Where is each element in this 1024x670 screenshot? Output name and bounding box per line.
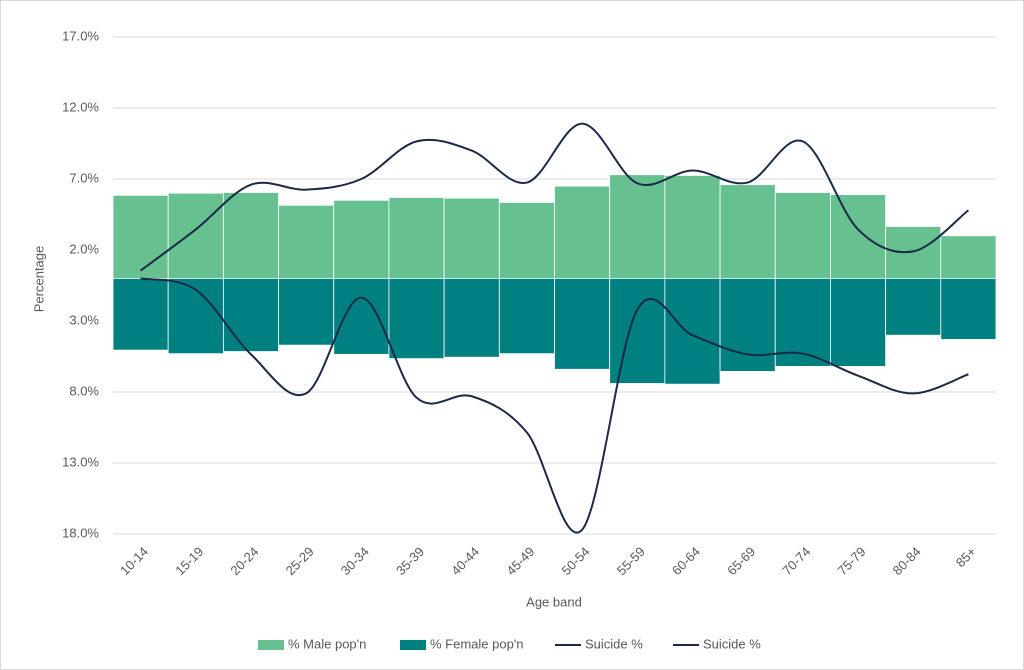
legend-label: % Female pop'n — [430, 636, 524, 651]
bar — [167, 192, 224, 279]
bar — [443, 277, 500, 358]
line — [140, 277, 969, 534]
legend-label: % Male pop'n — [288, 636, 366, 651]
bar — [664, 175, 721, 279]
bar — [112, 277, 169, 351]
bar — [554, 185, 611, 279]
bar — [388, 197, 445, 279]
bar — [443, 197, 500, 279]
y-tick-label: 12.0% — [62, 99, 99, 114]
y-tick-label: 2.0% — [69, 241, 99, 256]
bar — [830, 277, 887, 367]
bar — [719, 184, 776, 279]
bar — [609, 174, 666, 279]
legend-swatch — [400, 640, 426, 650]
y-tick-label: 8.0% — [69, 383, 99, 398]
bar — [278, 277, 335, 346]
line — [139, 122, 970, 272]
bar — [222, 192, 279, 279]
y-tick-label: 18.0% — [62, 525, 99, 540]
bar — [830, 194, 887, 279]
bar — [333, 199, 390, 279]
y-axis-title: Percentage — [31, 246, 46, 313]
y-tick-label: 17.0% — [62, 28, 99, 43]
bar — [664, 277, 721, 385]
bar — [333, 277, 390, 355]
bar — [609, 277, 666, 384]
bar — [222, 277, 279, 352]
bar — [940, 235, 997, 279]
bar — [388, 277, 445, 360]
legend-label: Suicide % — [703, 636, 761, 651]
bar — [112, 194, 169, 279]
bar — [885, 226, 942, 279]
legend-swatch — [258, 640, 284, 650]
bar — [498, 277, 555, 355]
bar — [774, 192, 831, 279]
bar — [885, 277, 942, 336]
bar — [719, 277, 776, 372]
legend-label: Suicide % — [585, 636, 643, 651]
y-tick-label: 13.0% — [62, 454, 99, 469]
y-tick-label: 3.0% — [69, 312, 99, 327]
bar — [554, 277, 611, 370]
bar — [498, 202, 555, 279]
y-tick-label: 7.0% — [69, 170, 99, 185]
x-axis-title: Age band — [526, 594, 582, 609]
bar — [940, 277, 997, 340]
bar — [278, 204, 335, 279]
